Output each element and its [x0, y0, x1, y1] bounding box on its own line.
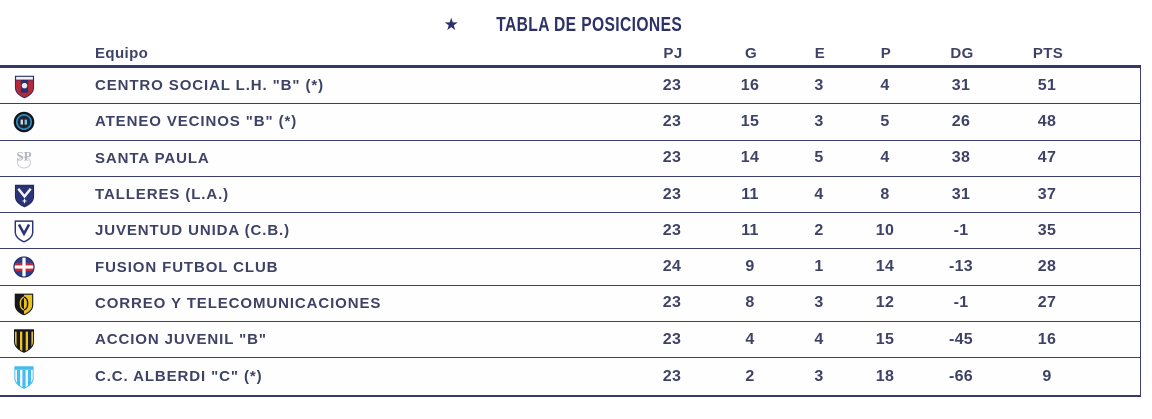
header-pj: PJ [663, 44, 683, 62]
team-name: JUVENTUD UNIDA (C.B.) [95, 222, 291, 240]
cell-dg: 31 [951, 76, 971, 94]
cell-e: 3 [814, 112, 824, 130]
cell-p: 18 [875, 367, 895, 385]
cell-g: 14 [740, 149, 760, 167]
cell-e: 3 [814, 76, 824, 94]
cell-g: 9 [745, 258, 755, 276]
header-p: P [880, 44, 892, 62]
table-row: SP SANTA PAULA 23 14 5 4 38 47 [0, 140, 1140, 177]
cell-pj: 24 [662, 258, 682, 276]
cell-pts: 37 [1037, 185, 1057, 203]
cell-g: 16 [740, 76, 760, 94]
cell-dg: -13 [948, 258, 974, 276]
table-row: ACCION JUVENIL "B" 23 4 4 15 -45 16 [0, 322, 1140, 359]
talleres-shield-icon [0, 182, 48, 208]
cell-e: 4 [814, 330, 824, 348]
team-name: TALLERES (L.A.) [95, 186, 230, 204]
cell-pts: 35 [1037, 221, 1057, 239]
cell-e: 4 [814, 185, 824, 203]
table-header-row: Equipo PJ G E P DG PTS [0, 41, 1141, 68]
table-row: ATENEO VECINOS "B" (*) 23 15 3 5 26 48 [0, 104, 1140, 141]
header-pts: PTS [1032, 44, 1064, 62]
table-row: FUSION FUTBOL CLUB 24 9 1 14 -13 28 [0, 249, 1140, 286]
star-icon: ★ [443, 14, 459, 34]
cell-dg: -45 [948, 330, 974, 348]
cell-g: 8 [745, 294, 755, 312]
team-name: ACCION JUVENIL "B" [95, 331, 267, 349]
table-row: C.C. ALBERDI "C" (*) 23 2 3 18 -66 9 [0, 358, 1140, 395]
team-name: SANTA PAULA [95, 149, 210, 167]
cell-g: 11 [741, 185, 759, 203]
cell-p: 12 [875, 294, 895, 312]
cell-e: 3 [814, 294, 824, 312]
team-name: CORREO Y TELECOMUNICACIONES [95, 294, 382, 312]
standings-table: Equipo PJ G E P DG PTS CENTRO S [0, 41, 1141, 397]
cell-dg: -1 [953, 221, 969, 239]
cell-p: 14 [875, 258, 895, 276]
cell-pj: 23 [662, 294, 682, 312]
team-name: CENTRO SOCIAL L.H. "B" (*) [95, 77, 325, 95]
cell-pts: 48 [1037, 112, 1057, 130]
correo-shield-icon [0, 291, 48, 316]
cell-e: 5 [814, 149, 824, 167]
centro-social-shield-icon [0, 73, 48, 99]
cell-dg: -1 [953, 294, 969, 312]
cell-pts: 47 [1037, 149, 1057, 167]
cell-e: 1 [814, 258, 824, 276]
table-body: CENTRO SOCIAL L.H. "B" (*) 23 16 3 4 31 … [0, 68, 1141, 397]
table-title: ★ TABLA DE POSICIONES [0, 0, 1152, 37]
cell-pj: 23 [662, 367, 682, 385]
cell-g: 2 [745, 367, 755, 385]
accion-juvenil-shield-icon [0, 327, 48, 353]
header-g: G [744, 44, 758, 62]
team-name: FUSION FUTBOL CLUB [95, 258, 279, 276]
cell-g: 4 [745, 330, 755, 348]
table-row: JUVENTUD UNIDA (C.B.) 23 11 2 10 -1 35 [0, 213, 1140, 250]
cell-p: 4 [880, 76, 890, 94]
cell-pj: 23 [662, 76, 682, 94]
cell-dg: -66 [948, 367, 974, 385]
team-name: ATENEO VECINOS "B" (*) [95, 113, 298, 131]
table-row: TALLERES (L.A.) 23 11 4 8 31 37 [0, 176, 1140, 214]
ateneo-vecinos-badge-icon [0, 109, 48, 135]
cell-p: 4 [880, 149, 890, 167]
alberdi-shield-icon [0, 364, 48, 389]
cell-pj: 23 [662, 149, 682, 167]
cell-p: 8 [880, 185, 890, 203]
cell-dg: 38 [951, 149, 971, 167]
header-equipo: Equipo [95, 44, 149, 62]
cell-pts: 9 [1042, 367, 1052, 385]
table-row: CENTRO SOCIAL L.H. "B" (*) 23 16 3 4 31 … [0, 68, 1140, 105]
team-name: C.C. ALBERDI "C" (*) [95, 368, 263, 386]
juventud-unida-shield-icon [0, 218, 48, 243]
cell-p: 5 [880, 112, 890, 130]
svg-text:SP: SP [16, 149, 31, 164]
cell-pj: 23 [662, 112, 682, 130]
cell-p: 15 [875, 330, 895, 348]
santa-paula-monogram-icon: SP [0, 145, 48, 171]
fusion-fc-badge-icon [0, 254, 48, 280]
cell-pj: 23 [662, 330, 682, 348]
cell-e: 2 [814, 221, 824, 239]
cell-pts: 27 [1037, 294, 1057, 312]
table-row: CORREO Y TELECOMUNICACIONES 23 8 3 12 -1… [0, 285, 1140, 323]
cell-dg: 31 [951, 185, 971, 203]
cell-pj: 23 [662, 221, 682, 239]
header-e: E [814, 44, 826, 62]
cell-pts: 16 [1037, 330, 1057, 348]
title-text: TABLA DE POSICIONES [496, 13, 683, 36]
cell-pts: 51 [1037, 76, 1057, 94]
cell-pj: 23 [662, 185, 682, 203]
header-dg: DG [950, 44, 974, 62]
cell-e: 3 [814, 367, 824, 385]
cell-p: 10 [875, 221, 895, 239]
cell-g: 15 [740, 112, 760, 130]
cell-dg: 26 [951, 112, 971, 130]
cell-pts: 28 [1037, 258, 1057, 276]
cell-g: 11 [741, 221, 759, 239]
